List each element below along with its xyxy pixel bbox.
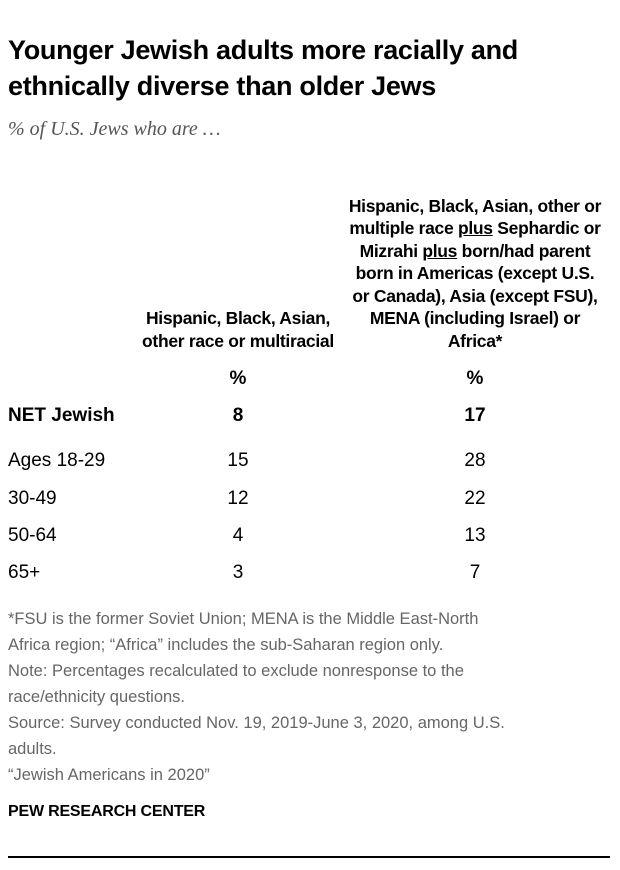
- note-line: Africa region; “Africa” includes the sub…: [8, 636, 444, 654]
- header-text: born/had parent born in Americas (except…: [352, 240, 598, 351]
- note-line: “Jewish Americans in 2020”: [8, 766, 210, 784]
- cell-value: 3: [232, 562, 244, 583]
- row-label: Ages 18-29: [8, 450, 106, 471]
- unit-row: % %: [0, 368, 620, 398]
- table-row: 65+ 3 7: [0, 562, 620, 592]
- cell-value: 15: [227, 450, 249, 471]
- cell-value: 17: [464, 405, 486, 426]
- column-header-2: Hispanic, Black, Asian, other or multipl…: [348, 195, 602, 353]
- header-text: Sephardic or Mizrahi: [359, 218, 601, 261]
- table-row: NET Jewish 8 17: [0, 405, 620, 435]
- note-line: *FSU is the former Soviet Union; MENA is…: [8, 610, 479, 628]
- chart-title: Younger Jewish adults more racially and …: [8, 35, 518, 101]
- row-label: NET Jewish: [8, 405, 115, 426]
- note-line: Source: Survey conducted Nov. 19, 2019-J…: [8, 714, 505, 732]
- unit-label: %: [229, 368, 247, 389]
- row-label: 30-49: [8, 488, 57, 509]
- header-underlined: plus: [457, 218, 493, 238]
- cell-value: 8: [232, 405, 244, 426]
- chart-subtitle: % of U.S. Jews who are …: [8, 118, 221, 140]
- header-underlined: plus: [422, 240, 458, 261]
- row-label: 50-64: [8, 525, 57, 546]
- bottom-rule: [8, 856, 610, 858]
- table-row: 50-64 4 13: [0, 525, 620, 555]
- footnotes: *FSU is the former Soviet Union; MENA is…: [8, 606, 613, 788]
- cell-value: 7: [469, 562, 481, 583]
- unit-label: %: [466, 368, 484, 389]
- table-row: Ages 18-29 15 28: [0, 450, 620, 480]
- cell-value: 28: [464, 450, 486, 471]
- header-text: Hispanic, Black, Asian, other or multipl…: [348, 195, 602, 239]
- note-line: adults.: [8, 740, 57, 758]
- cell-value: 12: [227, 488, 249, 509]
- cell-value: 22: [464, 488, 486, 509]
- note-line: race/ethnicity questions.: [8, 688, 186, 706]
- row-label: 65+: [8, 562, 41, 583]
- pew-logo: PEW RESEARCH CENTER: [8, 803, 206, 820]
- table-row: 30-49 12 22: [0, 488, 620, 518]
- cell-value: 13: [464, 525, 486, 546]
- note-line: Note: Percentages recalculated to exclud…: [8, 662, 464, 680]
- cell-value: 4: [232, 525, 244, 546]
- column-header-1: Hispanic, Black, Asian, other race or mu…: [142, 308, 334, 351]
